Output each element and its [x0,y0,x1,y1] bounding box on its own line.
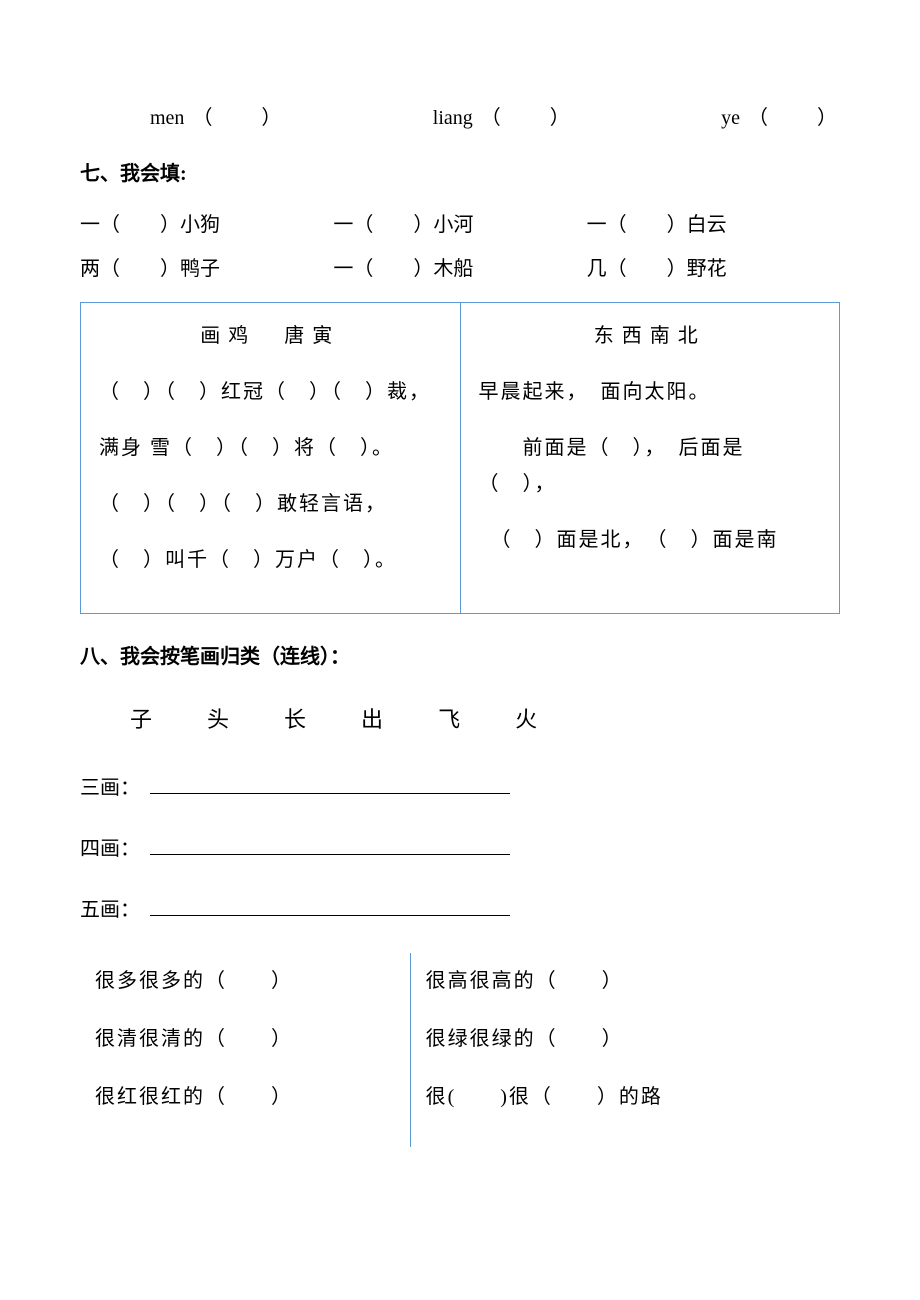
underline [150,793,510,794]
pinyin-text: ye [721,100,740,136]
pinyin-item-2: liang （ ） [433,100,573,136]
paren: （ ） [481,100,573,136]
section8-heading: 八、我会按笔画归类（连线）： [80,639,840,675]
stroke-row: 三画： [80,770,840,806]
stroke-row: 五画： [80,892,840,928]
underline [150,915,510,916]
bottom-line: 很( )很（ ）的路 [426,1079,825,1115]
bottom-box: 很多很多的（ ） 很清很清的（ ） 很红很红的（ ） 很高很高的（ ） 很绿很绿… [80,953,840,1147]
pinyin-text: liang [433,100,473,136]
poem-right: 东西南北 早晨起来， 面向太阳。 前面是（ ）， 后面是（ ）， （ ）面是北，… [461,303,840,613]
section7-heading: 七、我会填: [80,156,840,192]
poem-line: （ ）（ ）红冠（ ）（ ）裁， [99,374,442,410]
poem-box: 画鸡 唐寅 （ ）（ ）红冠（ ）（ ）裁， 满身 雪（ ）（ ）将（ ）。 （… [80,302,840,614]
char: 火 [515,700,537,740]
pinyin-text: men [150,100,184,136]
fill-item: 一（ ）小河 [333,207,586,243]
underline [150,854,510,855]
poem-line: （ ）面是北， （ ）面是南 [479,522,822,558]
char: 头 [207,700,229,740]
fill-item: 几（ ）野花 [587,251,840,287]
paren: （ ） [192,100,284,136]
fill-row-1: 一（ ）小狗 一（ ）小河 一（ ）白云 [80,207,840,243]
char: 飞 [438,700,460,740]
poem-line: （ ）叫千（ ）万户（ ）。 [99,542,442,578]
char: 长 [284,700,306,740]
stroke-label: 四画： [80,831,140,867]
bottom-left: 很多很多的（ ） 很清很清的（ ） 很红很红的（ ） [80,953,411,1147]
stroke-label: 三画： [80,770,140,806]
poem-title-left: 画鸡 唐寅 [99,318,442,354]
pinyin-item-1: men （ ） [150,100,284,136]
paren: （ ） [748,100,840,136]
pinyin-item-3: ye （ ） [721,100,840,136]
pinyin-row: men （ ） liang （ ） ye （ ） [80,100,840,136]
fill-item: 一（ ）小狗 [80,207,333,243]
bottom-line: 很红很红的（ ） [95,1079,395,1115]
poem-line: （ ）（ ）（ ）敢轻言语， [99,486,442,522]
fill-item: 一（ ）木船 [333,251,586,287]
char: 出 [361,700,383,740]
fill-row-2: 两（ ）鸭子 一（ ）木船 几（ ）野花 [80,251,840,287]
bottom-right: 很高很高的（ ） 很绿很绿的（ ） 很( )很（ ）的路 [411,953,840,1147]
bottom-line: 很多很多的（ ） [95,963,395,999]
poem-line: 早晨起来， 面向太阳。 [479,374,822,410]
bottom-line: 很高很高的（ ） [426,963,825,999]
stroke-row: 四画： [80,831,840,867]
poem-left: 画鸡 唐寅 （ ）（ ）红冠（ ）（ ）裁， 满身 雪（ ）（ ）将（ ）。 （… [81,303,461,613]
chars-row: 子 头 长 出 飞 火 [80,700,840,740]
bottom-line: 很清很清的（ ） [95,1021,395,1057]
fill-item: 两（ ）鸭子 [80,251,333,287]
stroke-label: 五画： [80,892,140,928]
poem-line: 满身 雪（ ）（ ）将（ ）。 [99,430,442,466]
char: 子 [130,700,152,740]
bottom-line: 很绿很绿的（ ） [426,1021,825,1057]
fill-item: 一（ ）白云 [587,207,840,243]
poem-title-right: 东西南北 [479,318,822,354]
poem-line: 前面是（ ）， 后面是（ ）， [479,430,822,502]
